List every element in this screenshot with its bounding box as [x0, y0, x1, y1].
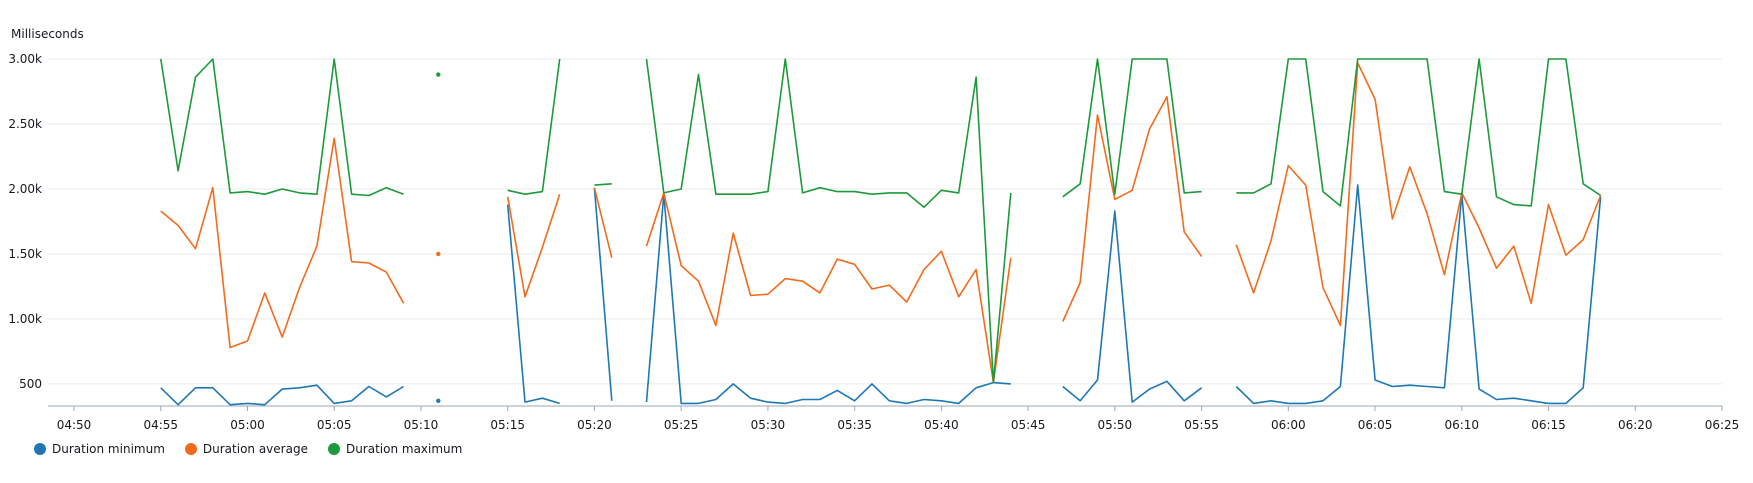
x-tick-label: 05:00: [230, 418, 265, 432]
x-tick-label: 05:10: [404, 418, 439, 432]
legend-item[interactable]: Duration maximum: [327, 442, 463, 456]
x-tick-label: 05:40: [924, 418, 959, 432]
series-line: [160, 58, 404, 197]
x-tick-label: 05:25: [664, 418, 699, 432]
legend-swatch: [327, 443, 340, 455]
series-line: [645, 192, 1012, 384]
legend-label: Duration maximum: [345, 442, 463, 456]
series-duration-average: [160, 62, 1602, 384]
series-line: [594, 183, 612, 186]
legend-swatch: [184, 443, 197, 455]
x-tick-label: 05:45: [1011, 418, 1046, 432]
y-axis-label: Milliseconds: [11, 27, 84, 41]
x-tick-label: 05:05: [317, 418, 352, 432]
legend: Duration minimum Duration average Duration…: [34, 442, 462, 456]
series-line: [160, 384, 405, 406]
x-tick-label: 06:00: [1271, 418, 1306, 432]
x-tick-label: 05:50: [1098, 418, 1133, 432]
series-line: [1062, 58, 1202, 198]
series-line: [1236, 58, 1602, 207]
x-tick-label: 05:20: [577, 418, 612, 432]
series-line: [160, 137, 405, 349]
series-duration-maximum: [160, 58, 1602, 384]
legend-swatch: [34, 443, 46, 455]
x-tick-label: 05:35: [837, 418, 872, 432]
series-lines: [160, 58, 1602, 406]
series-duration-minimum: [160, 184, 1602, 406]
series-line: [1235, 62, 1602, 327]
series-line: [593, 187, 613, 258]
series-line: [506, 204, 560, 405]
x-tick-labels: 04:50 04:55 05:00 05:05 05:10 05:15 05:20 05:25…: [57, 418, 1740, 432]
x-tick-label: 06:10: [1444, 418, 1479, 432]
x-tick-label: 06:20: [1618, 418, 1653, 432]
grid: [48, 58, 1723, 411]
series-line: [645, 193, 1011, 405]
y-tick-label: 500: [19, 377, 42, 391]
x-tick-label: 05:30: [751, 418, 786, 432]
series-line: [506, 193, 561, 298]
x-tick-label: 06:05: [1358, 418, 1393, 432]
legend-item[interactable]: Duration minimum: [34, 442, 165, 456]
y-tick-label: 2.50k: [8, 117, 42, 131]
y-tick-label: 1.00k: [8, 312, 42, 326]
y-tick-labels: 3.00k 2.50k 2.00k 1.50k 1.00k 500: [8, 52, 42, 391]
series-line: [593, 187, 613, 401]
x-tick-label: 04:55: [143, 418, 178, 432]
series-line: [1062, 210, 1203, 403]
legend-item[interactable]: Duration average: [184, 442, 308, 456]
x-tick-label: 04:50: [57, 418, 92, 432]
legend-label: Duration minimum: [52, 442, 165, 456]
series-line: [507, 58, 561, 195]
series-line: [645, 58, 1012, 384]
data-point: [436, 72, 441, 77]
data-point: [436, 398, 441, 404]
x-tick-label: 06:25: [1705, 418, 1740, 432]
data-point: [436, 251, 441, 257]
x-tick-label: 06:15: [1531, 418, 1566, 432]
series-line: [1235, 184, 1602, 405]
x-tick-label: 05:15: [490, 418, 525, 432]
x-tick-label: 05:55: [1184, 418, 1219, 432]
series-line: [1062, 95, 1203, 322]
y-tick-label: 1.50k: [8, 247, 42, 261]
y-tick-label: 2.00k: [8, 182, 42, 196]
y-tick-label: 3.00k: [8, 52, 42, 66]
legend-label: Duration average: [202, 442, 308, 456]
duration-line-chart: Milliseconds 3.00k 2.50k 2.00k 1.50k 1.00k 50…: [8, 27, 1740, 432]
